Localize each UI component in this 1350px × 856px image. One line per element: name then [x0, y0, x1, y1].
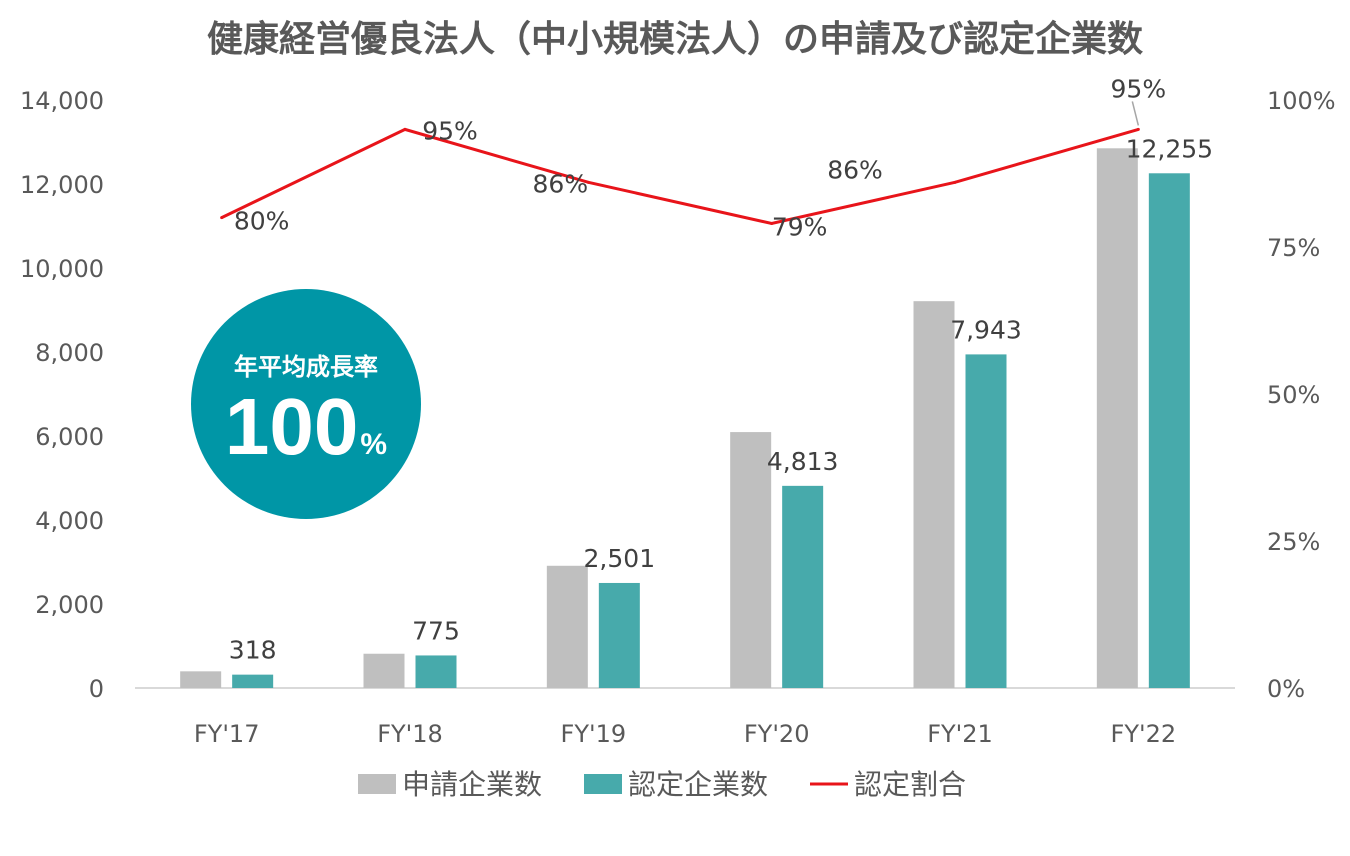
ratio-data-label: 86% [533, 169, 589, 198]
ratio-data-label: 95% [422, 116, 478, 145]
ratio-data-label: 95% [1111, 74, 1167, 103]
y-left-tick-label: 0 [89, 675, 104, 703]
legend-label: 認定企業数 [628, 768, 768, 801]
x-tick-label: FY'21 [927, 720, 993, 748]
ratio-point [953, 180, 957, 184]
y-right-tick-label: 25% [1267, 528, 1320, 556]
ratio-data-label: 79% [772, 212, 828, 241]
x-tick-label: FY'18 [377, 720, 443, 748]
x-tick-label: FY'22 [1111, 720, 1177, 748]
y-right-tick-label: 75% [1267, 234, 1320, 262]
bar-certified [1148, 173, 1190, 689]
y-left-tick-label: 8,000 [35, 339, 104, 367]
growth-rate-unit: % [360, 428, 388, 461]
bar-data-label: 2,501 [584, 544, 656, 573]
ratio-data-label: 86% [827, 155, 883, 184]
legend-label: 認定割合 [854, 768, 966, 801]
bar-data-label: 318 [229, 636, 277, 665]
ratio-point [586, 180, 590, 184]
bar-certified [782, 485, 824, 688]
y-left-tick-label: 10,000 [20, 255, 104, 283]
ratio-point [403, 127, 407, 131]
growth-rate-badge: 年平均成長率 100% [191, 289, 421, 519]
growth-rate-value: 100 [224, 382, 359, 471]
bar-applications [913, 301, 955, 688]
ratio-point [220, 216, 224, 220]
bar-applications [730, 432, 772, 688]
ratio-point [770, 221, 774, 225]
bar-data-label: 4,813 [767, 447, 839, 476]
bar-applications [363, 653, 405, 688]
legend-swatch [358, 774, 396, 794]
y-left-tick-label: 2,000 [35, 591, 104, 619]
bar-applications [180, 671, 222, 688]
bar-certified [598, 582, 640, 688]
y-right-tick-label: 100% [1267, 87, 1336, 115]
y-left-tick-label: 14,000 [20, 87, 104, 115]
y-right-tick-label: 50% [1267, 381, 1320, 409]
bar-certified [232, 674, 274, 688]
y-right-tick-label: 0% [1267, 675, 1305, 703]
y-left-tick-label: 4,000 [35, 507, 104, 535]
ratio-point [1136, 127, 1140, 131]
legend-label: 申請企業数 [402, 768, 542, 801]
ratio-line [221, 127, 1139, 226]
growth-rate-value-row: 100% [191, 387, 421, 467]
label-leader-line [1131, 101, 1140, 126]
x-tick-label: FY'17 [194, 720, 260, 748]
bar-certified [415, 655, 457, 688]
chart-title: 健康経営優良法人（中小規模法人）の申請及び認定企業数 [206, 19, 1143, 60]
bar-certified [965, 354, 1007, 688]
bar-data-label: 12,255 [1126, 134, 1213, 163]
x-tick-label: FY'20 [744, 720, 810, 748]
bar-data-label: 7,943 [950, 315, 1022, 344]
y-left-tick-label: 12,000 [20, 171, 104, 199]
ratio-data-label: 80% [234, 207, 290, 236]
bar-applications [1096, 148, 1138, 689]
legend-swatch [584, 774, 622, 794]
growth-rate-label: 年平均成長率 [234, 353, 378, 381]
x-tick-label: FY'19 [561, 720, 627, 748]
bar-data-label: 775 [412, 616, 460, 645]
y-left-tick-label: 6,000 [35, 423, 104, 451]
bar-applications [546, 565, 588, 688]
